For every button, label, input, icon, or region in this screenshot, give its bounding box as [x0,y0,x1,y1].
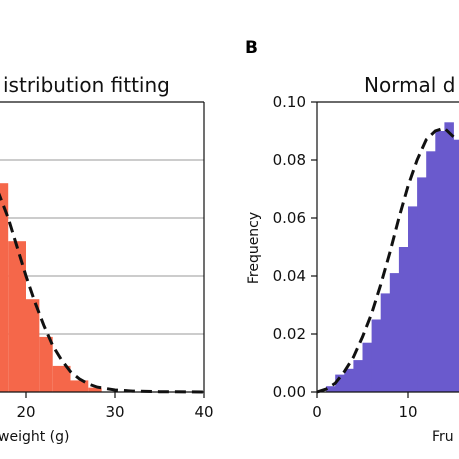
panel-b: B Normal d 0.000.020.040.060.080.10 0 10 … [245,38,459,445]
panel-b-x-label: Fru [432,429,454,445]
panel-b-x-tick-label: 10 [398,403,417,421]
panel-b-bars [326,122,459,393]
panel-b-bar [362,342,372,392]
panel-b-y-tick-label: 0.04 [273,267,306,285]
panel-b-y-tick-label: 0.02 [273,325,306,343]
panel-b-bar [453,139,459,392]
panel-b-bar [417,177,427,392]
panel-b-bar [435,131,445,392]
panel-a-bars [0,183,102,392]
panel-b-bar [335,374,345,392]
panel-b-y-tick-label: 0.00 [273,383,306,401]
panel-b-bar [426,151,436,392]
panel-a: istribution fitting 20 30 40 weight (g) [0,73,214,445]
panel-b-bar [398,247,409,392]
panel-a-bar [39,336,53,392]
panel-b-letter: B [245,38,258,58]
panel-b-bar [380,293,391,392]
panel-a-bar [52,365,71,392]
panel-b-y-tick-label: 0.06 [273,209,306,227]
panel-b-y-tick-label: 0.08 [273,151,306,169]
panel-b-bar [389,273,400,392]
panel-a-x-ticks: 20 30 40 [16,392,214,421]
panel-b-bar [326,386,336,392]
panel-a-bar [26,299,40,392]
panel-b-fit-curve [316,126,455,394]
panel-a-bar [8,241,26,392]
panel-b-bar [371,319,382,392]
panel-a-x-tick-label: 40 [194,403,213,421]
panel-b-x-tick-label: 0 [312,403,322,421]
panel-a-grid [0,159,204,335]
panel-b-y-tick-label: 0.10 [273,93,306,111]
panel-a-bar [0,183,9,392]
panel-a-bar [88,387,102,392]
panel-b-y-label: Frequency [246,212,262,284]
panel-a-title: istribution fitting [3,73,170,97]
panel-a-bar [70,380,89,392]
panel-b-bar [408,206,418,392]
panel-a-x-tick-label: 30 [105,403,124,421]
panel-b-x-ticks: 0 10 [312,392,418,421]
panel-b-y-ticks: 0.00 0.02 0.04 0.06 0.08 0.10 [273,93,317,401]
panel-b-bar [344,368,354,392]
panel-b-bar [444,122,454,393]
panel-b-bar [353,360,363,392]
panel-a-x-label: weight (g) [0,429,69,445]
panel-a-x-tick-label: 20 [16,403,35,421]
panel-b-title: Normal d [364,73,455,97]
